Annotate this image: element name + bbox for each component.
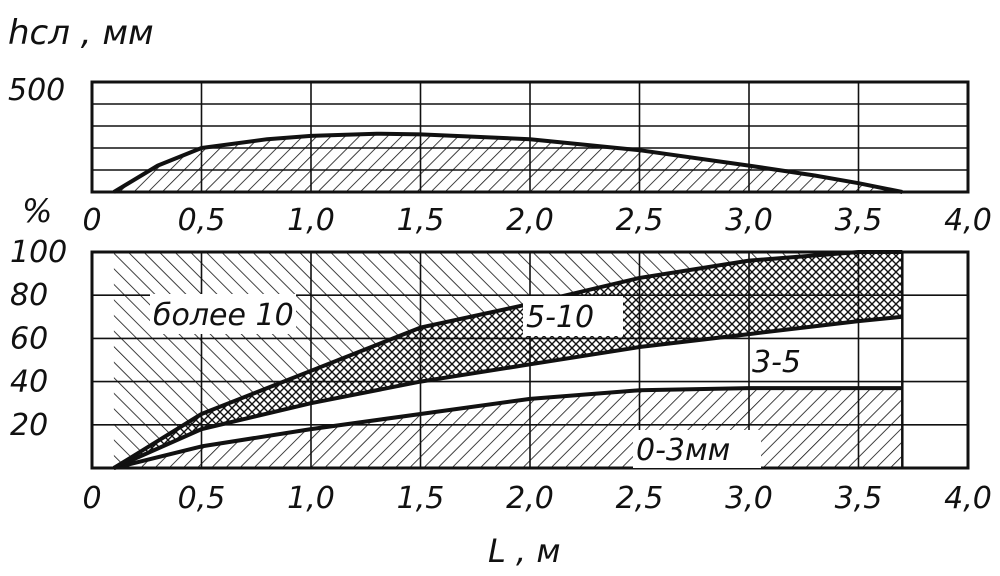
top-curve-layer bbox=[112, 131, 903, 194]
bottom-x-tick-label: 1,0 bbox=[287, 481, 335, 516]
top-x-tick-label: 1,5 bbox=[397, 203, 445, 238]
bottom-y-tick-label: 20 bbox=[10, 408, 48, 443]
bottom-x-tick-label: 2,0 bbox=[506, 481, 554, 516]
top-x-tick-label: 3,5 bbox=[835, 203, 883, 238]
bottom-x-tick-labels: 0 0,5 1,0 1,5 2,0 2,5 3,0 3,5 4,0 bbox=[82, 481, 991, 516]
top-curve bbox=[112, 131, 903, 194]
bottom-y-tick-labels: 100 80 60 40 20 bbox=[10, 235, 67, 443]
bottom-x-tick-label: 3,5 bbox=[835, 481, 883, 516]
bottom-x-tick-label: 3,0 bbox=[725, 481, 773, 516]
area-5-10 bbox=[113, 252, 903, 468]
series-label-3-5: 3-5 bbox=[752, 345, 801, 380]
top-ylabel: hсл , мм bbox=[8, 13, 154, 53]
series-boundary-line bbox=[113, 314, 903, 470]
label-box-0-3 bbox=[633, 430, 761, 468]
bottom-x-tick-label: 0,5 bbox=[178, 481, 226, 516]
area-3-5 bbox=[113, 316, 903, 468]
bottom-y-tick-label: 40 bbox=[10, 365, 48, 400]
bottom-x-tick-label: 0 bbox=[82, 481, 101, 516]
bottom-ylabel: % bbox=[22, 192, 52, 230]
bottom-x-tick-label: 4,0 bbox=[944, 481, 992, 516]
top-x-tick-label: 1,0 bbox=[287, 203, 335, 238]
top-x-tick-label: 2,5 bbox=[616, 203, 664, 238]
top-x-tick-label: 0 bbox=[82, 203, 101, 238]
top-x-tick-labels: 0 0,5 1,0 1,5 2,0 2,5 3,0 3,5 4,0 bbox=[82, 203, 991, 238]
bottom-xlabel: L , м bbox=[488, 532, 560, 570]
series-label-more10: более 10 bbox=[153, 298, 294, 333]
top-x-tick-label: 0,5 bbox=[178, 203, 226, 238]
bottom-y-tick-label: 60 bbox=[10, 321, 48, 356]
bottom-y-tick-label: 100 bbox=[10, 235, 67, 270]
label-box-5-10 bbox=[523, 296, 623, 336]
label-box-more10 bbox=[150, 294, 296, 334]
top-x-tick-label: 4,0 bbox=[944, 203, 992, 238]
top-grid bbox=[90, 80, 970, 194]
top-x-tick-label: 3,0 bbox=[725, 203, 773, 238]
series-boundary-line bbox=[113, 386, 903, 470]
bottom-x-tick-label: 2,5 bbox=[616, 481, 664, 516]
series-label-0-3: 0-3мм bbox=[636, 433, 730, 468]
top-plot-frame bbox=[90, 80, 970, 194]
bottom-x-tick-label: 1,5 bbox=[397, 481, 445, 516]
top-chart: hсл , мм 500 0 0,5 1,0 1,5 2,0 2,5 3,0 3,5 4,0 bbox=[8, 13, 992, 238]
bottom-y-tick-label: 80 bbox=[10, 278, 48, 313]
series-label-5-10: 5-10 bbox=[526, 300, 594, 335]
bottom-plot-frame bbox=[90, 250, 970, 470]
top-ytick-label: 500 bbox=[8, 73, 65, 108]
top-x-tick-label: 2,0 bbox=[506, 203, 554, 238]
bottom-grid bbox=[90, 250, 970, 470]
